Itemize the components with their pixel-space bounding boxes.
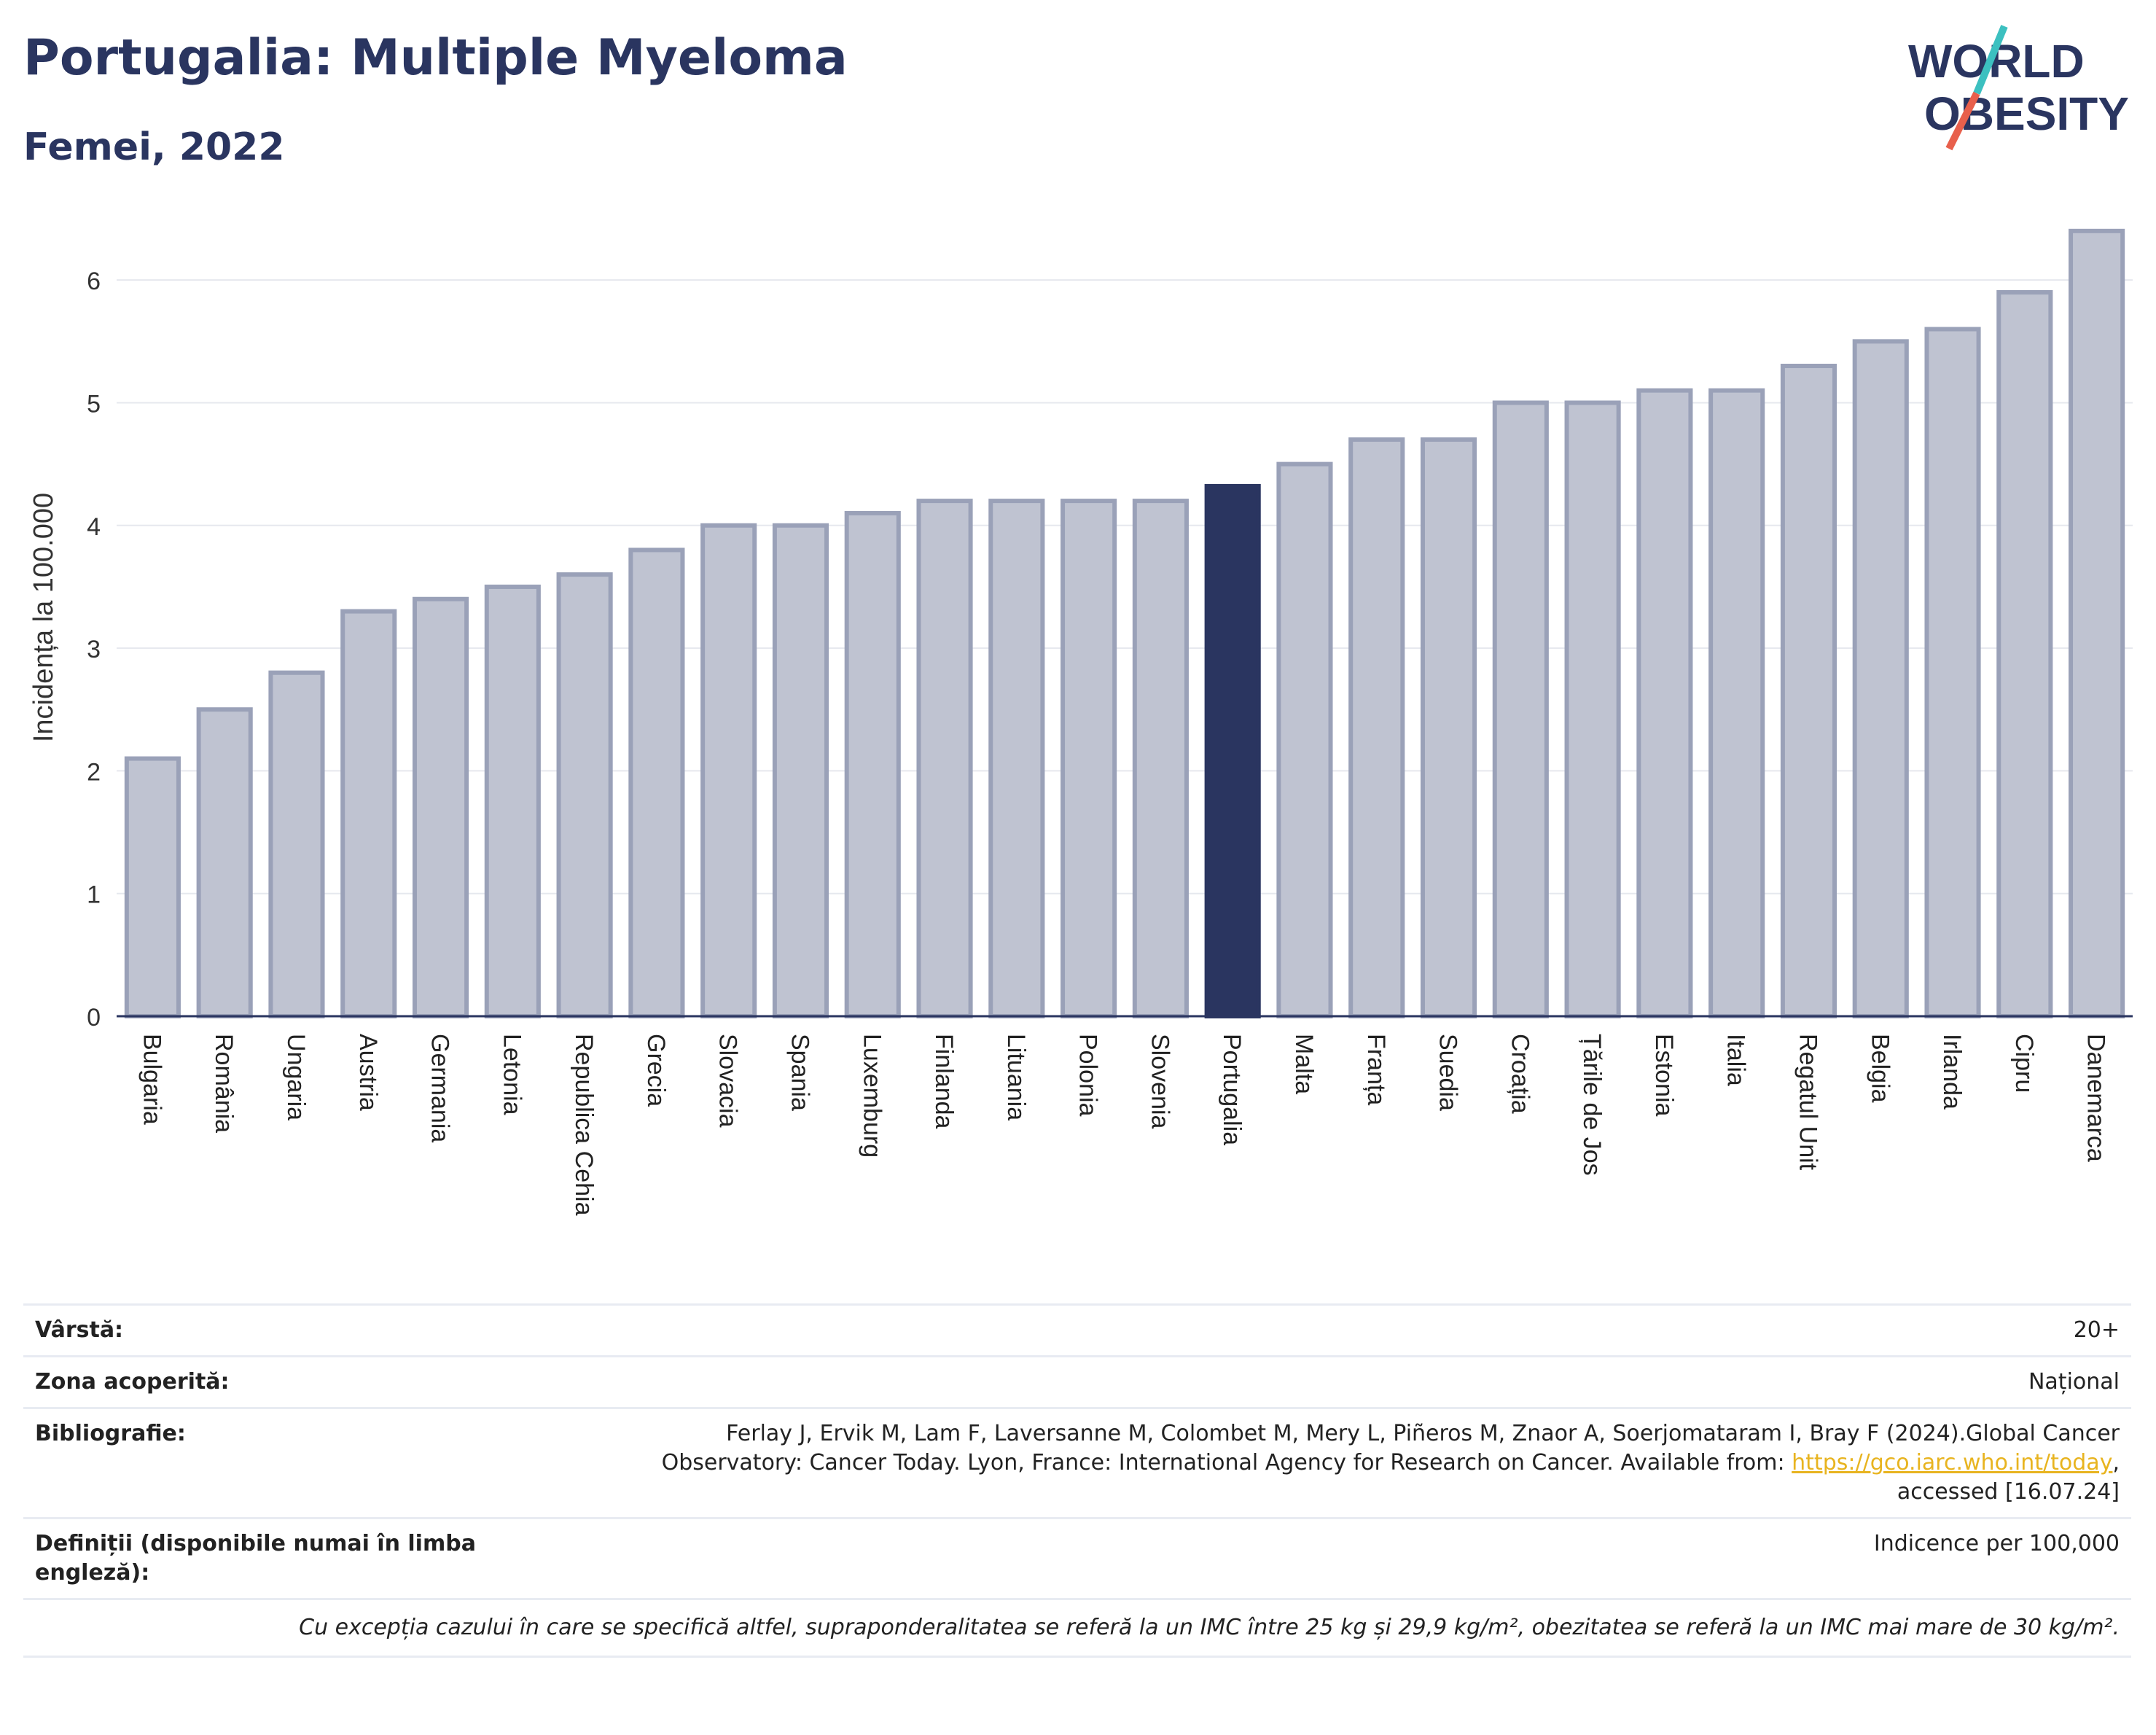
x-tick-label: Grecia <box>642 1034 670 1107</box>
bar <box>412 596 469 1018</box>
logo-slash-top <box>1973 25 2008 95</box>
bar <box>1492 400 1549 1018</box>
bar <box>1780 363 1837 1018</box>
bar <box>1348 437 1405 1018</box>
x-tick-label: Bulgaria <box>138 1034 165 1125</box>
bar-chart: 0 1 2 3 4 5 6 Incidența la 100.000 Bulgaria Român… <box>28 228 2133 1216</box>
x-tick-label: Letonia <box>498 1034 526 1115</box>
info-table: Vârstă: 20+ Zona acoperită: Național Bib… <box>23 1303 2131 1658</box>
x-tick-label: Republica Cehia <box>570 1034 598 1216</box>
x-tick-label: Țările de Jos <box>1578 1034 1606 1176</box>
chart-title: Portugalia: Multiple Myeloma <box>23 29 848 87</box>
x-tick-label: Finlanda <box>930 1034 958 1129</box>
bar <box>1420 437 1477 1018</box>
info-row-age: Vârstă: 20+ <box>23 1303 2131 1355</box>
x-tick-label: Austria <box>354 1034 382 1111</box>
x-tick-label: Malta <box>1290 1034 1318 1094</box>
age-label: Vârstă: <box>35 1317 124 1343</box>
bar <box>484 584 541 1018</box>
info-row-bibliography: Bibliografie: Ferlay J, Ervik M, Lam F, … <box>23 1407 2131 1517</box>
bar <box>988 499 1045 1018</box>
bibliography-value: Ferlay J, Ervik M, Lam F, Laversanne M, … <box>589 1419 2120 1507</box>
bar <box>124 756 181 1018</box>
x-tick-label: Germania <box>426 1034 454 1142</box>
world-obesity-logo: WORLD OBESITY <box>1908 25 2129 151</box>
chart-subtitle: Femei, 2022 <box>23 125 285 169</box>
y-tick-label: 0 <box>87 1004 101 1032</box>
x-tick-label: Italia <box>1722 1034 1750 1086</box>
x-tick-label: Slovacia <box>714 1034 742 1128</box>
bar <box>340 609 397 1018</box>
bmi-footnote: Cu excepția cazului în care se specifică… <box>23 1598 2131 1658</box>
x-tick-label: Regatul Unit <box>1794 1034 1821 1171</box>
x-tick-label: Portugalia <box>1218 1034 1246 1145</box>
bar <box>1924 327 1981 1018</box>
y-tick-label: 4 <box>87 513 101 541</box>
bibliography-label: Bibliografie: <box>35 1421 186 1446</box>
bar <box>844 510 901 1018</box>
x-tick-label: Cipru <box>2010 1034 2038 1093</box>
bibliography-link[interactable]: https://gco.iarc.who.int/today <box>1792 1450 2113 1475</box>
y-axis-label: Incidența la 100.000 <box>28 493 59 742</box>
x-tick-label: Spania <box>786 1034 813 1111</box>
definitions-value: Indicence per 100,000 <box>1873 1531 2120 1556</box>
y-tick-label: 6 <box>87 268 101 295</box>
y-tick-label: 2 <box>87 758 101 786</box>
bibliography-text: Ferlay J, Ervik M, Lam F, Laversanne M, … <box>661 1421 2120 1475</box>
bar <box>700 523 757 1018</box>
coverage-label: Zona acoperită: <box>35 1369 230 1395</box>
bar <box>1636 388 1693 1018</box>
x-tick-label: Estonia <box>1650 1034 1678 1116</box>
x-tick-label: Polonia <box>1074 1034 1102 1117</box>
info-row-definitions: Definiții (disponibile numai în limba en… <box>23 1517 2131 1598</box>
x-tick-label: Belgia <box>1866 1034 1894 1103</box>
y-tick-label: 1 <box>87 881 101 909</box>
bar <box>1132 499 1189 1018</box>
logo-slash-bottom <box>1945 91 1980 151</box>
bar <box>1204 483 1261 1018</box>
x-tick-label: România <box>210 1034 238 1133</box>
bar <box>2069 228 2125 1018</box>
age-value: 20+ <box>2073 1317 2120 1343</box>
x-tick-label: Irlanda <box>1938 1034 1966 1110</box>
bar <box>628 547 685 1018</box>
definitions-label: Definiții (disponibile numai în limba en… <box>35 1531 476 1586</box>
bar <box>1564 400 1621 1018</box>
x-tick-label: Croația <box>1506 1034 1534 1114</box>
x-tick-label: Luxemburg <box>858 1034 886 1158</box>
x-tick-label: Suedia <box>1434 1034 1462 1111</box>
bar <box>556 572 613 1018</box>
x-tick-label: Lituania <box>1002 1034 1030 1120</box>
bar <box>1276 461 1333 1018</box>
bar <box>1996 289 2053 1018</box>
y-tick-label: 3 <box>87 636 101 663</box>
bar <box>916 499 973 1018</box>
x-tick-label: Slovenia <box>1146 1034 1173 1129</box>
bar <box>1852 339 1909 1018</box>
bar <box>1061 499 1117 1018</box>
x-tick-label: Ungaria <box>282 1034 310 1120</box>
bar <box>1708 388 1765 1018</box>
bibliography-accessed: , accessed [16.07.24] <box>1897 1450 2120 1505</box>
bar <box>772 523 829 1018</box>
bar <box>196 707 253 1018</box>
bar <box>268 670 325 1018</box>
x-tick-label: Danemarca <box>2082 1034 2110 1162</box>
coverage-value: Național <box>2028 1369 2120 1395</box>
info-row-coverage: Zona acoperită: Național <box>23 1355 2131 1407</box>
x-tick-label: Franța <box>1362 1034 1390 1105</box>
y-tick-label: 5 <box>87 390 101 418</box>
